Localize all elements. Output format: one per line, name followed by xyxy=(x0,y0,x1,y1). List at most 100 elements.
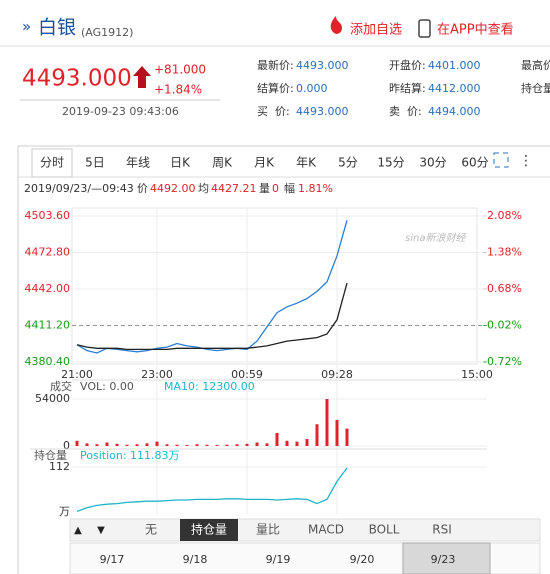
tab[interactable]: 5日 xyxy=(85,156,105,170)
app-link[interactable]: 在APP中查看 xyxy=(437,22,514,38)
x-tick-label: 00:59 xyxy=(231,368,263,381)
y2-tick-label: 1.38% xyxy=(487,246,522,259)
bar xyxy=(285,440,289,446)
bottom-tab[interactable]: RSI xyxy=(432,523,452,537)
series-line xyxy=(76,220,348,354)
x-tick-label: 15:00 xyxy=(461,368,493,381)
bar xyxy=(245,443,249,446)
y-tick-label: 112 xyxy=(49,460,70,473)
code: (AG1912) xyxy=(81,26,133,39)
plot-area xyxy=(71,207,478,365)
tab[interactable]: 月K xyxy=(254,156,275,170)
field-value: 4493.000 xyxy=(296,105,349,118)
field-label: 最新价: xyxy=(257,58,294,72)
tab[interactable]: 年线 xyxy=(126,156,150,170)
ma-label: MA10: 12300.00 xyxy=(164,380,255,393)
y-tick-label: 0 xyxy=(63,439,70,452)
info-vol-label: 量 xyxy=(259,182,270,195)
date-label: 9/18 xyxy=(183,553,208,566)
field-label: 买 价: xyxy=(257,105,290,118)
title: 白银 xyxy=(38,17,76,39)
tab-bar xyxy=(69,518,541,542)
bottom-tab[interactable]: BOLL xyxy=(369,523,400,537)
bottom-tab[interactable]: 无 xyxy=(145,523,157,537)
bar xyxy=(195,444,199,446)
bar xyxy=(215,445,219,446)
field-label: 最高价 xyxy=(521,58,550,72)
volume-title: 成交 xyxy=(50,379,72,393)
date-label: 9/23 xyxy=(431,553,456,566)
info-avg-label: 均 xyxy=(198,182,209,195)
bar xyxy=(155,441,159,446)
x-tick-label: 09:28 xyxy=(321,368,353,381)
tab[interactable]: 日K xyxy=(170,156,191,170)
bar xyxy=(135,444,139,446)
up-arrow xyxy=(133,66,151,88)
bar xyxy=(95,444,99,446)
bar xyxy=(105,442,109,446)
bar xyxy=(75,440,79,446)
y2-tick-label: 0.68% xyxy=(487,282,522,295)
bar xyxy=(335,419,339,446)
bar xyxy=(255,442,259,446)
bar xyxy=(125,444,129,446)
bar xyxy=(265,443,269,446)
bottom-tab[interactable]: 量比 xyxy=(256,523,280,537)
info-avg: 4427.21 xyxy=(211,182,257,195)
y2-tick-label: 2.08% xyxy=(487,209,522,222)
bar xyxy=(275,432,279,446)
field-label: 卖 价: xyxy=(389,105,422,118)
info-price-label: 价 xyxy=(137,182,148,195)
date-label: 9/17 xyxy=(100,553,125,566)
info-date: 2019/09/23/—09:43 xyxy=(24,182,134,195)
field-value: 4401.000 xyxy=(428,59,481,72)
bar xyxy=(85,443,89,446)
tab[interactable]: 30分 xyxy=(419,156,446,170)
add-watch[interactable]: 添加自选 xyxy=(350,23,402,38)
title-icon: » xyxy=(22,18,31,36)
bar xyxy=(145,443,149,446)
tab[interactable]: 5分 xyxy=(338,156,358,170)
scroll-up[interactable]: ▲ xyxy=(74,525,82,536)
more-icon[interactable]: ⋮ xyxy=(519,153,533,169)
tab[interactable]: 周K xyxy=(212,156,233,170)
position-annotation: Position: 111.83万 xyxy=(80,449,180,462)
chart-panel xyxy=(17,145,550,574)
tab[interactable]: 15分 xyxy=(377,156,404,170)
scroll-down[interactable]: ▼ xyxy=(97,525,105,536)
price: 4493.000 xyxy=(22,66,132,92)
field-label: 持仓量 xyxy=(521,81,550,95)
bottom-tab[interactable]: MACD xyxy=(308,523,344,537)
unit-label: 万 xyxy=(59,505,70,518)
y-tick-label: 4472.80 xyxy=(25,246,71,259)
scroller-window[interactable] xyxy=(402,542,491,574)
volume-annotation: VOL: 0.00 xyxy=(80,380,134,393)
active-tab xyxy=(180,519,238,541)
field-value: 0.000 xyxy=(296,82,328,95)
tab[interactable]: 年K xyxy=(296,156,317,170)
phone-icon[interactable] xyxy=(418,19,431,38)
fullscreen-icon[interactable] xyxy=(493,152,509,168)
date-label: 9/20 xyxy=(350,553,375,566)
tab[interactable]: 60分 xyxy=(461,156,488,170)
watch-icon[interactable] xyxy=(330,16,342,34)
position-title: 持仓量 xyxy=(34,448,67,462)
x-tick-label: 21:00 xyxy=(61,368,93,381)
bar xyxy=(225,444,229,446)
info-vol: 0 xyxy=(272,182,279,195)
bar xyxy=(315,424,319,446)
field-label: 结算价: xyxy=(257,81,294,95)
date-label: 9/19 xyxy=(266,553,291,566)
active-tab xyxy=(31,148,73,178)
y2-tick-label: -0.72% xyxy=(483,355,522,368)
bar xyxy=(325,399,329,446)
bar xyxy=(185,445,189,446)
series-line xyxy=(76,467,348,513)
bottom-tab[interactable]: 持仓量 xyxy=(191,522,227,537)
series-line xyxy=(76,282,348,351)
change: +81.000 xyxy=(154,63,206,77)
bar xyxy=(235,444,239,446)
tab[interactable]: 分时 xyxy=(40,156,64,170)
change-pct: +1.84% xyxy=(154,83,202,97)
